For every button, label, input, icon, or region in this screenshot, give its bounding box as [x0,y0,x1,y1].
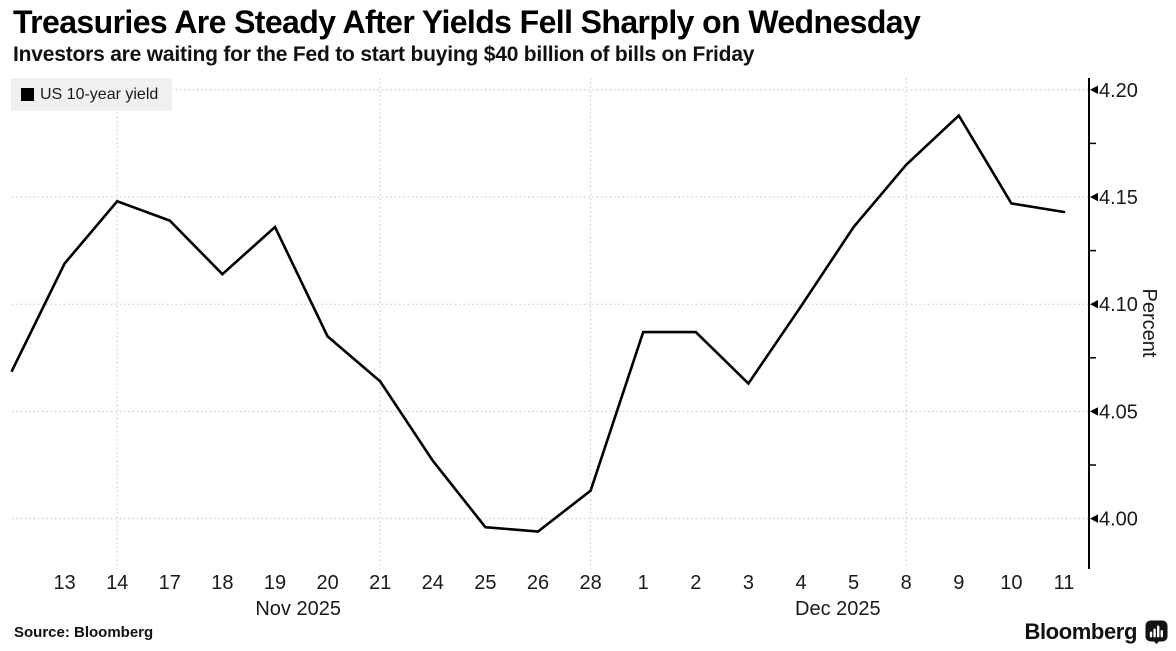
legend: US 10-year yield [11,78,173,111]
series-line-us-10-year-yield [10,113,1066,533]
y-tick-label-4.20: 4.20 [1099,80,1138,102]
legend-series-square-icon [21,88,34,101]
x-tick-label-nov-19: 19 [264,572,286,594]
x-tick-label-nov-14: 14 [106,572,128,594]
y-major-tick-4.10 [1090,300,1098,309]
x-tick-label-dec-5: 5 [848,572,859,594]
y-tick-label-4.05: 4.05 [1099,401,1138,423]
x-tick-label-nov-21: 21 [369,572,391,594]
x-tick-label-nov-13: 13 [53,572,75,594]
y-tick-label-4.00: 4.00 [1099,509,1138,531]
x-tick-label-nov-28: 28 [579,572,601,594]
legend-series-label: US 10-year yield [40,85,159,103]
source-note: Source: Bloomberg [14,624,154,641]
y-major-tick-4.05 [1090,407,1098,416]
y-major-tick-4.00 [1090,514,1098,523]
y-tick-label-4.10: 4.10 [1099,294,1138,316]
x-month-label-dec-2025: Dec 2025 [795,598,881,620]
x-tick-label-dec-11: 11 [1054,572,1075,594]
x-tick-label-nov-24: 24 [422,572,444,594]
x-tick-label-dec-4: 4 [795,572,806,594]
x-tick-label-dec-9: 9 [953,572,964,594]
bloomberg-bars-icon [1145,620,1168,644]
x-tick-label-dec-3: 3 [743,572,754,594]
chart-subtitle: Investors are waiting for the Fed to sta… [13,43,755,66]
x-tick-label-dec-1: 1 [638,572,649,594]
y-major-tick-4.20 [1090,85,1098,94]
x-tick-label-dec-8: 8 [901,572,912,594]
x-tick-label-nov-25: 25 [474,572,496,594]
y-major-tick-4.15 [1090,192,1098,202]
y-axis-title: Percent [1138,289,1160,358]
y-tick-label-4.15: 4.15 [1099,187,1138,209]
x-month-label-nov-2025: Nov 2025 [255,598,341,620]
chart-title: Treasuries Are Steady After Yields Fell … [13,4,921,40]
bloomberg-wordmark: Bloomberg [1024,619,1168,645]
bloomberg-brand-text: Bloomberg [1024,619,1137,644]
x-tick-label-nov-17: 17 [159,572,181,594]
x-tick-label-nov-26: 26 [527,572,549,594]
x-tick-label-nov-20: 20 [316,572,338,594]
x-tick-label-nov-18: 18 [211,572,233,594]
x-tick-label-dec-10: 10 [1000,572,1022,594]
x-tick-label-dec-2: 2 [690,572,701,594]
